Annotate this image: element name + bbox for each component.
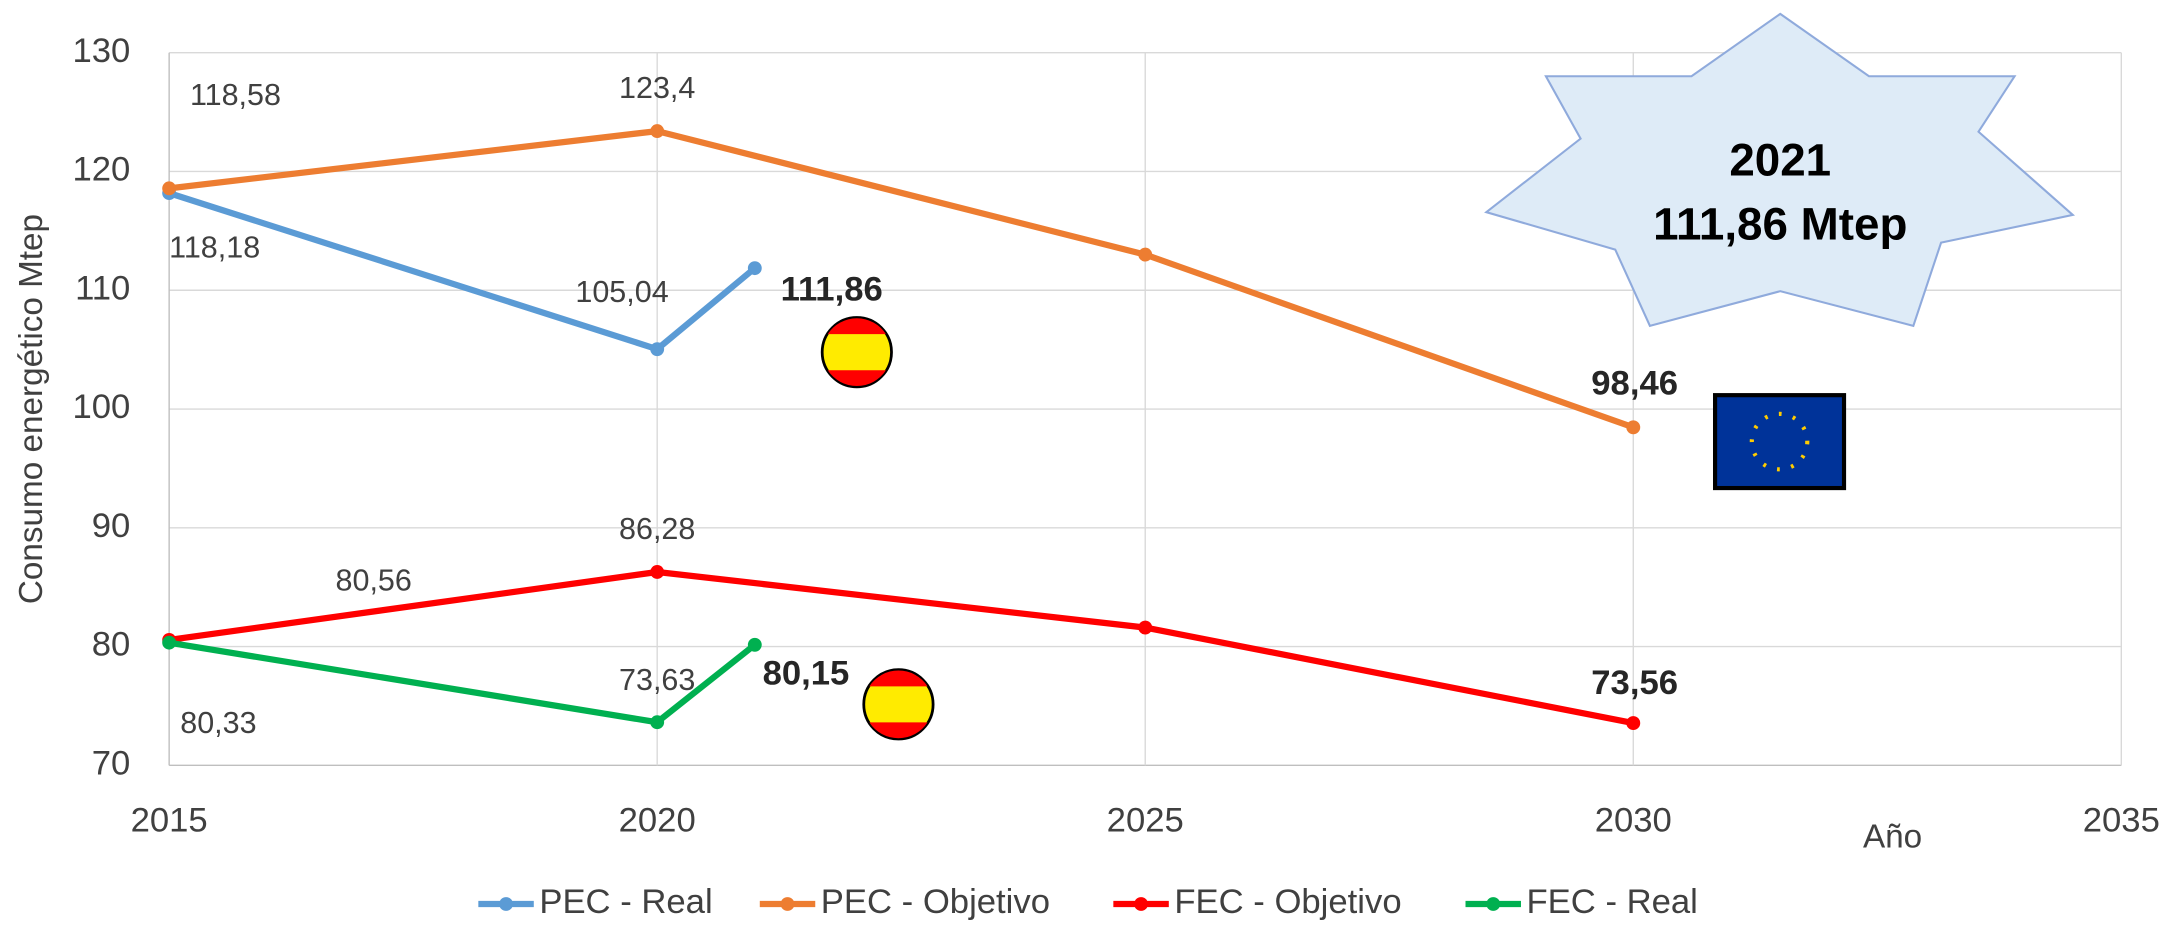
data-label: 118,58 [190,78,281,112]
data-label: 86,28 [619,512,695,546]
legend-label: FEC - Real [1527,883,1698,921]
data-label: 80,15 [763,654,850,692]
data-point [747,261,762,276]
star-shape [1484,12,2076,328]
x-tick-label: 2025 [1107,801,1184,839]
y-tick-label: 110 [75,269,130,307]
y-tick-label: 130 [73,32,131,70]
flag-stripe [869,670,928,739]
data-label: 73,63 [619,663,695,697]
series-line [168,190,757,353]
x-axis-label: Año [1863,819,1922,856]
legend-marker [499,897,513,911]
y-tick-label: 80 [92,626,131,664]
x-tick-label: 2015 [131,801,208,839]
y-tick-label: 70 [92,745,131,783]
flag-stars [1749,411,1810,472]
data-point [650,565,665,579]
data-point [1138,247,1153,262]
flag [862,668,935,741]
legend-marker [1486,897,1501,911]
spain-flag [862,668,935,741]
annotation: 2021 [1729,135,1831,186]
data-point [650,715,665,730]
series-line [168,568,1634,727]
flag [1712,393,1847,491]
eu-flag [1712,393,1847,491]
legend-label: PEC - Objetivo [821,883,1050,921]
data-point [1626,716,1641,730]
data-label: 105,04 [575,275,668,309]
legend-marker [1134,897,1149,911]
data-point [162,181,177,196]
legend-marker [780,897,795,911]
y-tick-label: 120 [73,151,131,189]
annotation: 111,86 Mtep [1653,198,1907,249]
data-point [650,124,665,139]
x-tick-label: 2035 [2083,801,2160,839]
data-label: 80,33 [180,706,256,740]
data-label: 73,56 [1591,664,1678,702]
spain-flag [820,316,893,389]
plot: 70 80 90 100 110 120 130 2015 2020 2025 2030 2035 11… [73,32,2160,839]
y-axis-label: Consumo energético Mtep [13,214,50,604]
eu-star [1484,12,2076,328]
series-line [168,127,1635,431]
data-label: 98,46 [1591,365,1678,403]
x-tick-label: 2020 [619,801,696,839]
data-label: 111,86 [781,270,883,308]
data-label: 118,18 [169,231,260,265]
data-point [1626,420,1641,435]
x-tick-label: 2030 [1595,801,1672,839]
legend-label: FEC - Objetivo [1174,883,1401,921]
y-tick-label: 90 [92,507,131,545]
legend-label: PEC - Real [539,883,712,921]
flag-stripe [827,318,886,387]
data-point [162,635,177,650]
data-point [650,342,665,357]
data-label: 123,4 [619,71,695,105]
y-tick-label: 100 [73,388,131,426]
data-label: 80,56 [336,563,412,597]
flag [820,316,893,389]
data-point [747,637,762,652]
data-point [1138,620,1153,635]
